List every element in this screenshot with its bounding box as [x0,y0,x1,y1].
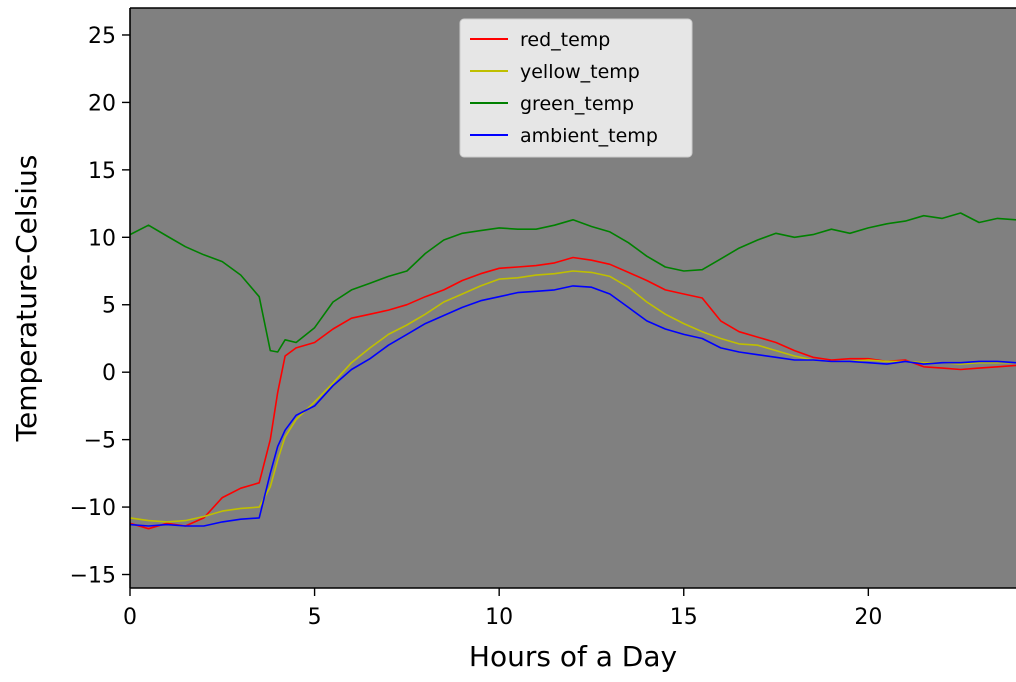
y-tick-label: 15 [88,159,116,184]
legend-label-red_temp: red_temp [520,29,610,51]
legend-label-yellow_temp: yellow_temp [520,61,640,83]
series-line-green_temp [129,212,1016,353]
x-tick-label: 20 [854,605,882,630]
series-line-red_temp [129,256,1016,530]
series-line-ambient_temp [129,285,1016,527]
y-tick-label: −5 [84,429,116,454]
x-axis-label: Hours of a Day [469,640,677,673]
y-tick-label: 20 [88,91,116,116]
x-tick-label: 0 [123,605,137,630]
series-line-yellow_temp [129,270,1016,523]
x-tick-label: 5 [308,605,322,630]
axes-layer: −15 −10 −5 0 5 10 15 20 25 0 5 10 15 20 [70,7,1016,630]
y-tick-label: 25 [88,24,116,49]
y-tick-label: −10 [70,496,116,521]
y-tick-label: −15 [70,564,116,589]
y-tick-label: 10 [88,226,116,251]
x-tick-label: 10 [485,605,513,630]
legend: red_temp yellow_temp green_temp ambient_tem… [459,18,693,158]
legend-label-green_temp: green_temp [520,93,634,115]
y-tick-label: 5 [102,294,116,319]
legend-label-ambient_temp: ambient_temp [520,125,658,147]
y-tick-label: 0 [102,361,116,386]
legend-box [459,18,693,158]
y-axis-label: Temperature-Celsius [10,155,43,443]
x-tick-label: 15 [670,605,698,630]
series-layer [129,212,1016,530]
